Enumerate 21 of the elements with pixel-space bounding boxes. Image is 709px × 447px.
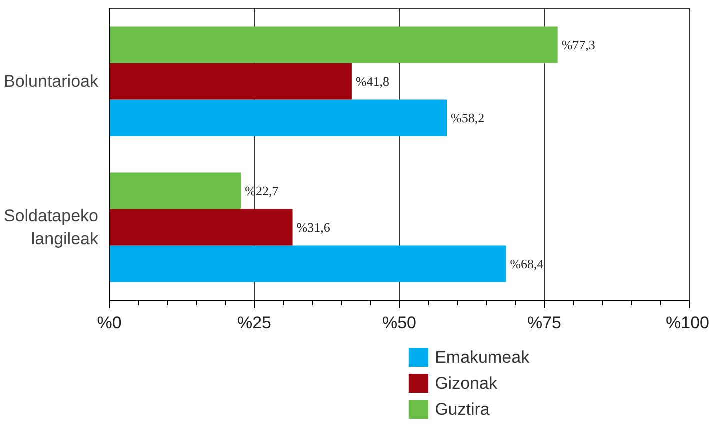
x-tick-label: %75 xyxy=(527,314,562,332)
data-label: %31,6 xyxy=(296,220,331,235)
legend-label: Emakumeak xyxy=(435,348,530,367)
x-tick-label: %100 xyxy=(666,314,709,332)
x-tick-label: %50 xyxy=(382,314,417,332)
y-tick-label: Boluntarioak xyxy=(4,72,99,91)
data-label: %58,2 xyxy=(451,110,485,126)
x-tick-label: %0 xyxy=(97,314,122,332)
data-label: %68,4 xyxy=(510,256,544,272)
bar xyxy=(110,100,448,136)
bar xyxy=(110,246,506,282)
data-label: %41,8 xyxy=(356,74,390,89)
bar xyxy=(110,209,293,246)
bar xyxy=(110,63,352,100)
legend-label: Guztira xyxy=(435,400,490,419)
bar xyxy=(110,26,558,64)
y-tick-label: Soldatapeko langileak xyxy=(4,206,99,248)
bar xyxy=(110,172,242,210)
legend-label: Gizonak xyxy=(435,374,498,393)
data-label: %77,3 xyxy=(562,38,596,52)
x-tick-label: %25 xyxy=(237,314,272,332)
